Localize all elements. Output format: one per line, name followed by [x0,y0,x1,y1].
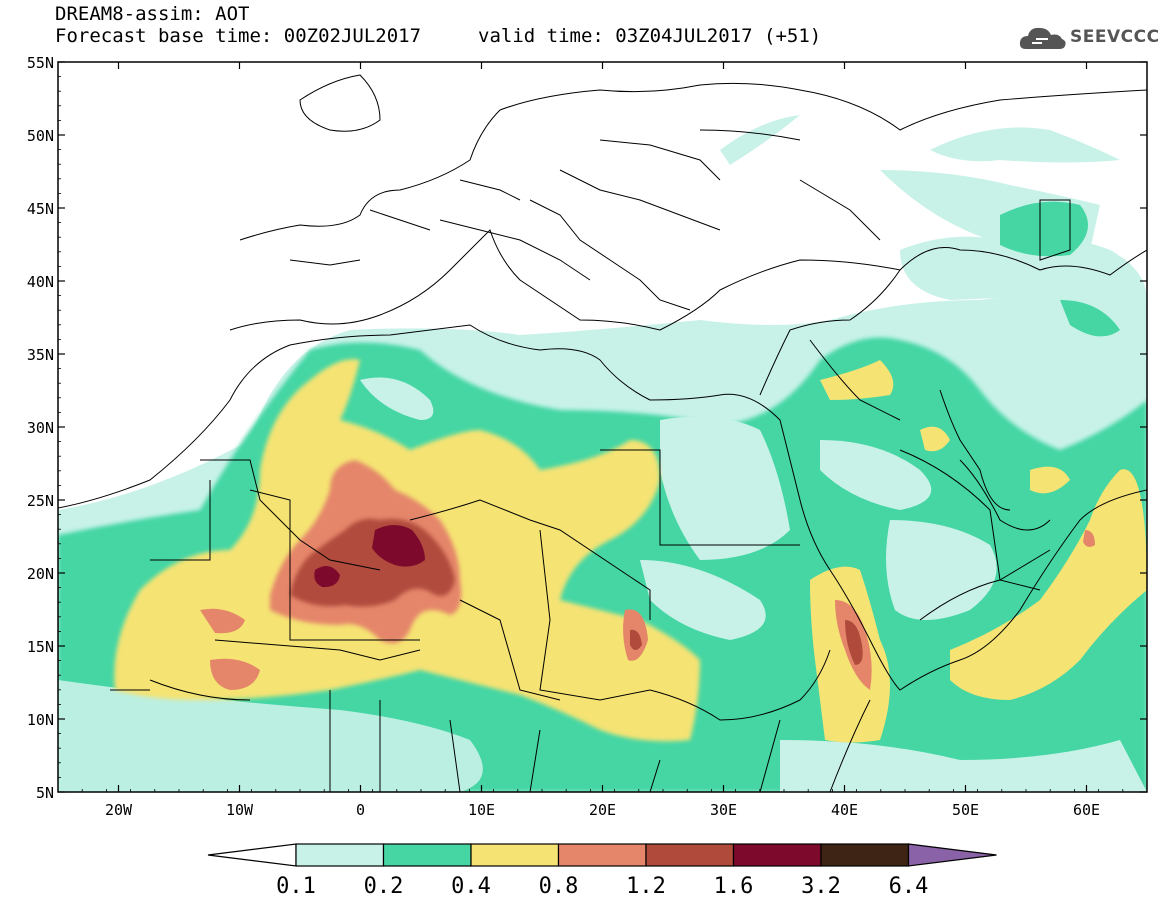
aot-field [58,62,1147,792]
seevccc-logo: SEEVCCC [1018,24,1160,54]
colorbar-segment [645,843,735,867]
aot-level-1.6 [314,525,425,588]
lon-tick-label: 0 [356,801,365,819]
colorbar-label: 0.1 [276,874,316,899]
lon-tick-label: 20W [105,801,133,819]
coastlines-borders [58,74,1147,792]
lon-tick-label: 30E [710,801,737,819]
lon-tick-label: 20E [589,801,616,819]
lat-tick-label: 40N [27,273,54,291]
colorbar-label: 1.6 [714,874,754,899]
lat-tick-label: 50N [27,127,54,145]
lat-tick-label: 20N [27,565,54,583]
colorbar-segment [557,843,647,867]
colorbar-high-arrow [907,843,997,867]
colorbar-label: 6.4 [889,874,929,899]
colorbar: 0.1 0.2 0.4 0.8 1.2 1.6 3.2 6.4 [207,843,997,899]
lat-tick-label: 5N [36,784,54,802]
colorbar-label: 1.2 [626,874,666,899]
base-time-label: Forecast base time: [55,25,273,47]
colorbar-segment [470,843,560,867]
colorbar-label: 0.8 [539,874,579,899]
colorbar-label: 3.2 [801,874,841,899]
colorbar-segment [820,843,910,867]
valid-time-value: 03Z04JUL2017 (+51) [615,25,822,47]
chart-title: DREAM8-assim: AOT [55,3,250,25]
colorbar-segment [295,843,385,867]
latitude-axis: 55N 50N 45N 40N 35N 30N 25N 20N 15N 10N 5N [27,54,1147,802]
lat-tick-label: 45N [27,200,54,218]
colorbar-label: 0.2 [364,874,404,899]
cloud-icon [1019,27,1066,49]
valid-time-label: valid time: [478,25,604,47]
colorbar-label: 0.4 [451,874,491,899]
longitude-axis: 20W 10W 0 10E 20E 30E 40E 50E 60E [57,62,1148,819]
base-time: Forecast base time: 00Z02JUL2017 [55,26,421,46]
lat-tick-label: 25N [27,492,54,510]
colorbar-segment [382,843,472,867]
logo-text: SEEVCCC [1070,27,1160,47]
lat-tick-label: 10N [27,711,54,729]
lon-tick-label: 10E [468,801,495,819]
lat-tick-label: 55N [27,54,54,72]
valid-time: valid time: 03Z04JUL2017 (+51) [478,26,821,46]
lon-tick-label: 50E [952,801,979,819]
lon-tick-label: 40E [831,801,858,819]
lat-tick-label: 35N [27,346,54,364]
lon-tick-label: 10W [226,801,254,819]
lat-tick-label: 30N [27,419,54,437]
colorbar-segment [732,843,822,867]
colorbar-low-arrow [207,843,297,867]
lat-tick-label: 15N [27,638,54,656]
base-time-value: 00Z02JUL2017 [283,25,422,47]
aot-clear-patches [58,377,1147,792]
lon-tick-label: 60E [1073,801,1100,819]
